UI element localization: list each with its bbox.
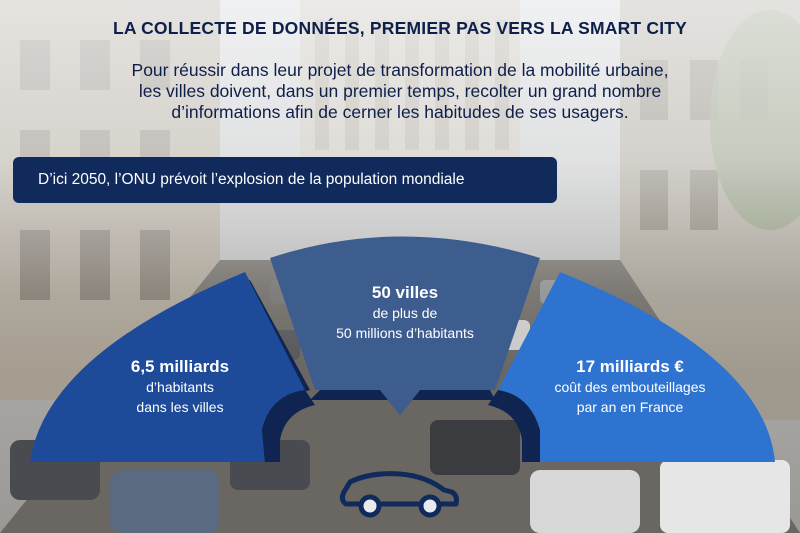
intro-line: d’informations afin de cerner les habitu… bbox=[171, 102, 629, 122]
segment-left-shape bbox=[30, 272, 305, 462]
stat-megacities: 50 villes de plus de 50 millions d’habit… bbox=[300, 283, 510, 343]
stat-caption: 50 millions d’habitants bbox=[336, 325, 474, 341]
stat-caption: de plus de bbox=[372, 305, 438, 321]
intro-text: Pour réussir dans leur projet de transfo… bbox=[90, 60, 710, 123]
stat-caption: dans les villes bbox=[136, 399, 224, 415]
intro-line: Pour réussir dans leur projet de transfo… bbox=[131, 60, 669, 80]
stat-value: 6,5 milliards bbox=[130, 357, 230, 376]
intro-line: les villes doivent, dans un premier temp… bbox=[138, 81, 662, 101]
segment-middle-shape bbox=[270, 236, 540, 415]
stat-urban-population: 6,5 milliards d’habitants dans les ville… bbox=[100, 357, 260, 417]
population-banner: D’ici 2050, l’ONU prévoit l’explosion de… bbox=[13, 157, 557, 203]
car-icon bbox=[339, 471, 459, 518]
stat-congestion-cost: 17 milliards € coût des embouteillages p… bbox=[530, 357, 730, 417]
stat-value: 50 villes bbox=[371, 283, 439, 302]
stat-caption: coût des embouteillages bbox=[554, 379, 706, 395]
stat-value: 17 milliards € bbox=[576, 357, 684, 376]
segment-right-shape bbox=[498, 272, 775, 462]
stat-caption: d’habitants bbox=[146, 379, 214, 395]
segment-left-inner bbox=[262, 390, 315, 462]
segment-right-inner bbox=[488, 390, 540, 462]
banner-text: D’ici 2050, l’ONU prévoit l’explosion de… bbox=[38, 171, 465, 188]
stat-caption: par an en France bbox=[576, 399, 684, 415]
page-title: LA COLLECTE DE DONNÉES, PREMIER PAS VERS… bbox=[112, 18, 688, 38]
